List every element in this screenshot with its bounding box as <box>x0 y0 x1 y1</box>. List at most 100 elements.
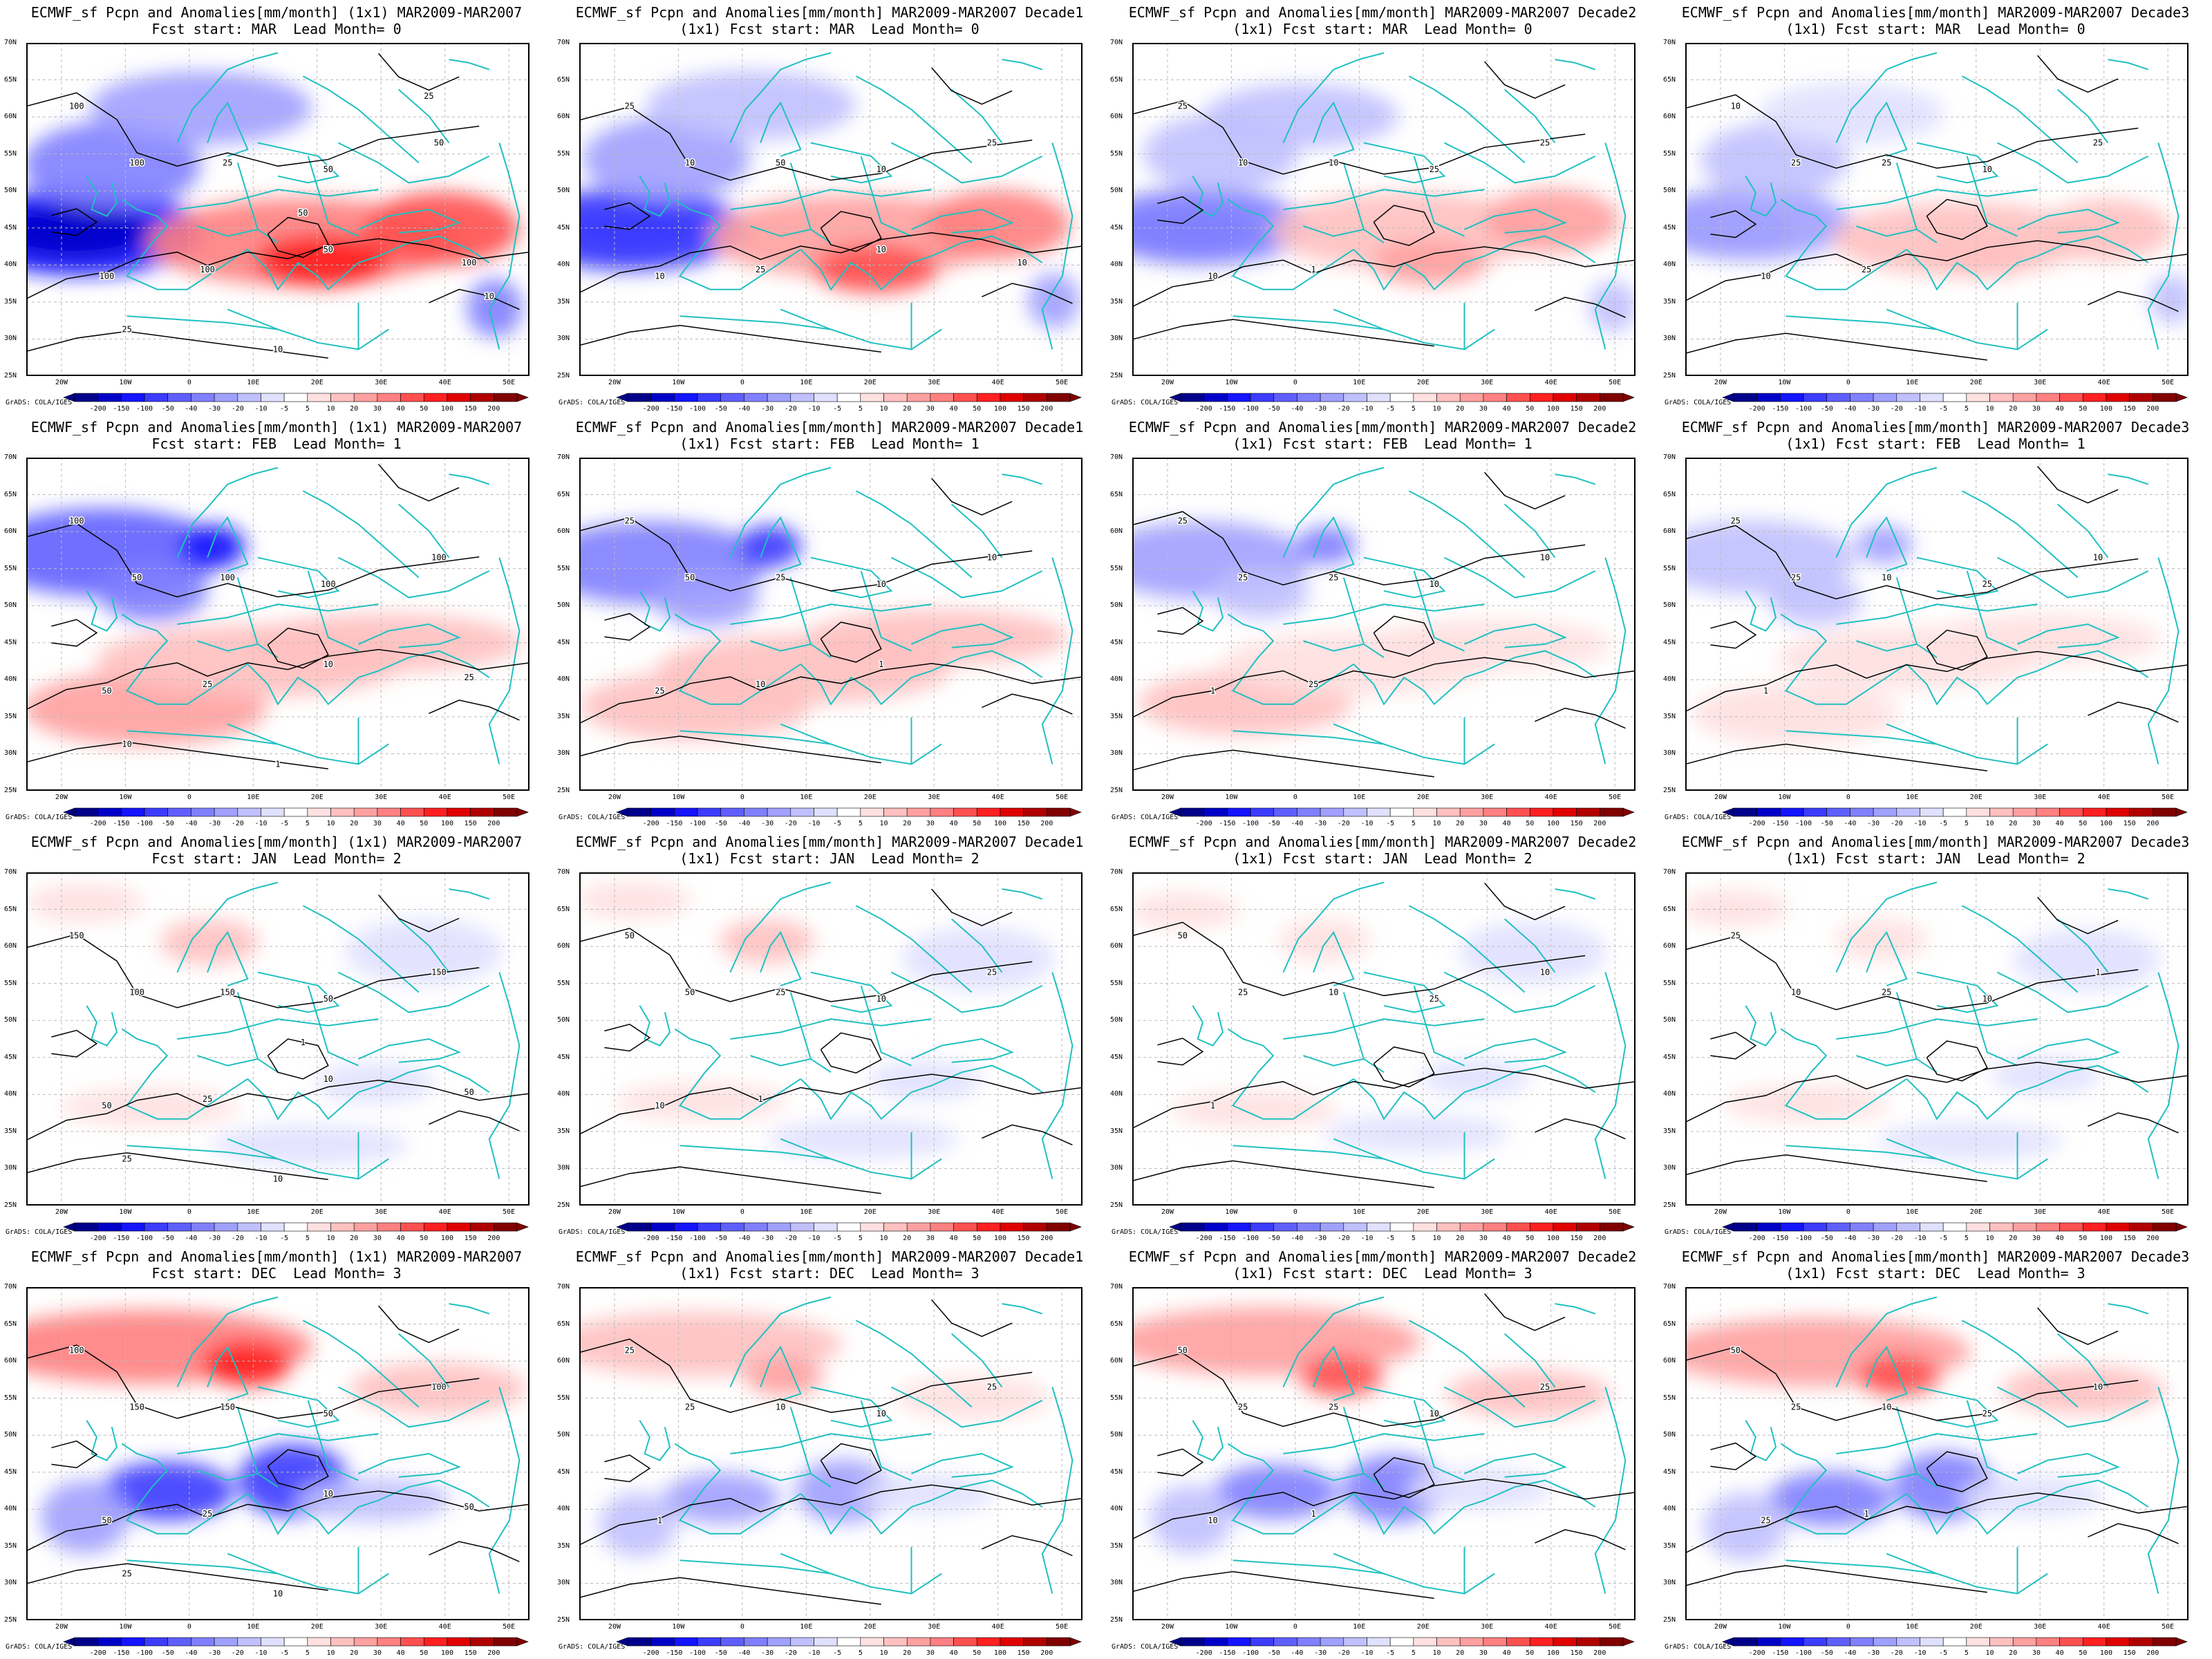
longitude-label: 10E <box>800 1623 813 1631</box>
colorbar-label: -40 <box>1844 1235 1856 1242</box>
contour-line <box>1132 246 1635 308</box>
coastline <box>1966 570 2018 652</box>
coastline <box>2057 1333 2109 1388</box>
contour-label: 25 <box>1882 158 1891 168</box>
latitude-label: 30N <box>4 1579 17 1587</box>
longitude-label: 20W <box>55 1208 68 1216</box>
colorbar-label: 30 <box>926 1649 935 1657</box>
colorbar-label: 20 <box>2009 1649 2017 1657</box>
contour-line <box>2037 897 2119 935</box>
colorbar-swatch <box>1506 1222 1530 1232</box>
colorbar-label: -20 <box>1338 1649 1350 1657</box>
colorbar-label: 40 <box>950 1235 958 1242</box>
coastline <box>1282 1296 1385 1388</box>
longitude-label: 20W <box>608 1208 621 1216</box>
colorbar-swatch <box>720 1222 744 1232</box>
latitude-label: 30N <box>1663 1579 1676 1587</box>
colorbar-label: 30 <box>373 820 382 827</box>
longitude-label: 40E <box>2097 379 2110 386</box>
colorbar-swatch <box>814 393 838 402</box>
coastline <box>789 162 832 244</box>
coastline <box>1363 142 1446 184</box>
contour-line <box>378 1305 460 1343</box>
contour-label: 25 <box>987 1382 997 1392</box>
coastline <box>207 516 249 572</box>
contour-line <box>1484 1293 1566 1331</box>
coastline <box>1413 156 1465 237</box>
colorbar-label: -50 <box>162 1649 174 1657</box>
coastline <box>1227 1028 1354 1120</box>
contour-line <box>378 894 460 932</box>
colorbar-swatch <box>1483 807 1507 817</box>
colorbar: -200 -150 -100 -50 -40 -30 -20 -10 -5 5 10 20 30 40 50… <box>616 1222 1082 1242</box>
contour-label: 150 <box>129 1403 144 1412</box>
coastline <box>911 623 1014 648</box>
colorbar-swatch <box>1483 393 1507 402</box>
contour-line <box>1926 1040 1988 1082</box>
longitude-label: 30E <box>375 1208 388 1216</box>
contour-line <box>26 1344 480 1419</box>
colorbar-label: -200 <box>1749 1235 1765 1242</box>
colorbar-label: -200 <box>643 1235 659 1242</box>
colorbar-label: -200 <box>643 405 659 413</box>
latitude-label: 60N <box>557 1357 570 1365</box>
coastline <box>1041 972 1074 1179</box>
anomaly-area <box>1204 84 1399 149</box>
colorbar-swatch <box>167 807 191 817</box>
contour-line <box>820 621 882 663</box>
grads-credit: GrADS: COLA/IGES <box>1112 1228 1179 1236</box>
coastline <box>1283 1018 1485 1040</box>
longitude-label: 0 <box>187 379 191 386</box>
colorbar: -200 -150 -100 -50 -40 -30 -20 -10 -5 5 10 20 30 40 50… <box>1722 1637 2188 1657</box>
colorbar-label: -20 <box>1338 405 1350 413</box>
latitude-label: 70N <box>4 868 17 876</box>
longitude-label: 0 <box>740 1208 744 1216</box>
coastline <box>1836 189 2038 210</box>
colorbar-swatch <box>400 393 424 402</box>
coastline <box>890 971 1043 1013</box>
latitude-label: 45N <box>1110 638 1123 646</box>
colorbar-label: -20 <box>232 820 244 827</box>
anomaly-area <box>1170 1091 1338 1128</box>
contour-line <box>1685 525 2139 600</box>
colorbar-label: 5 <box>1965 820 1969 827</box>
colorbar-label: 50 <box>1526 820 1534 827</box>
colorbar-swatch <box>1343 393 1367 402</box>
colorbar-swatch <box>1733 1222 1757 1232</box>
coastline <box>1313 930 1355 986</box>
panel-subtitle: (1x1) Fcst start: MAR Lead Month= 0 <box>679 21 980 37</box>
coastline <box>1555 474 1596 485</box>
colorbar-swatch <box>214 1637 238 1647</box>
colorbar-label: 100 <box>994 1649 1006 1657</box>
contour-label: 10 <box>273 1174 283 1183</box>
coastline <box>810 971 893 1013</box>
coastline <box>1353 249 1465 291</box>
colorbar-swatch <box>121 1637 145 1647</box>
colorbar-label: -100 <box>689 1235 706 1242</box>
longitude-label: 30E <box>928 1208 941 1216</box>
coastline <box>1282 881 1385 973</box>
latitude-label: 65N <box>1110 1320 1123 1328</box>
colorbar-swatch <box>1180 807 1204 817</box>
colorbar-label: 100 <box>994 820 1006 827</box>
coastline <box>730 603 932 625</box>
anomaly-area <box>2148 274 2188 324</box>
contour-line <box>1132 100 1586 175</box>
latitude-label: 70N <box>1110 1283 1123 1291</box>
longitude-label: 20W <box>1161 794 1174 801</box>
contour-label: 25 <box>1731 931 1741 941</box>
anomaly-area <box>203 1342 292 1386</box>
contour-label: 10 <box>324 659 333 669</box>
coastline <box>911 1038 1014 1063</box>
anomaly-area <box>1768 574 1862 625</box>
contour-label: 1 <box>1210 1100 1215 1110</box>
coastline <box>207 101 249 157</box>
grads-credit: GrADS: COLA/IGES <box>1665 399 1732 406</box>
anomaly-area <box>646 71 856 140</box>
latitude-label: 30N <box>4 1164 17 1172</box>
colorbar-label: -100 <box>136 1649 153 1657</box>
grads-credit: GrADS: COLA/IGES <box>1112 399 1179 406</box>
contour-label: 1 <box>1864 1509 1868 1519</box>
